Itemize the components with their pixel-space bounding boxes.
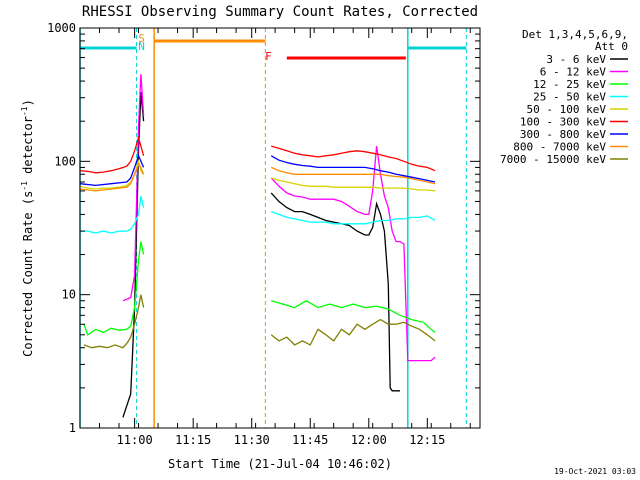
series-line-1 xyxy=(270,146,436,362)
series-line-2 xyxy=(271,300,436,334)
series-line-0 xyxy=(270,192,400,392)
chart-title: RHESSI Observing Summary Count Rates, Co… xyxy=(82,4,478,20)
x-tick-label: 11:00 xyxy=(117,433,153,447)
legend-header: Det 1,3,4,5,6,9, xyxy=(522,28,628,41)
x-tick-label: 12:00 xyxy=(351,433,387,447)
legend-label: 6 - 12 keV xyxy=(540,66,607,79)
y-tick-label: 10 xyxy=(62,288,76,302)
x-tick-label: 11:45 xyxy=(292,433,328,447)
series-line-8 xyxy=(83,294,145,349)
event-label-n: N xyxy=(138,40,145,53)
legend-label: 25 - 50 keV xyxy=(533,91,606,104)
series-line-4 xyxy=(271,177,436,192)
x-tick-label: 11:30 xyxy=(234,433,270,447)
legend-label: 7000 - 15000 keV xyxy=(500,153,606,166)
x-axis-label: Start Time (21-Jul-04 10:46:02) xyxy=(168,457,392,471)
series-line-2 xyxy=(83,241,145,336)
series-line-8 xyxy=(270,318,436,346)
legend-label: 100 - 300 keV xyxy=(520,116,606,129)
event-markers: SN F xyxy=(79,28,467,428)
y-tick-label: 1000 xyxy=(47,21,76,35)
series-line-7 xyxy=(79,162,145,192)
series-line-1 xyxy=(122,74,145,302)
x-tick-label: 12:15 xyxy=(409,433,445,447)
event-label-s: S xyxy=(138,32,145,45)
legend-label: 12 - 25 keV xyxy=(533,78,606,91)
legend-label: 3 - 6 keV xyxy=(546,53,606,66)
legend-label: 300 - 800 keV xyxy=(520,128,606,141)
plot-frame xyxy=(79,27,481,429)
footer-timestamp: 19-Oct-2021 03:03 xyxy=(554,467,636,476)
event-label-f: F xyxy=(265,50,272,63)
series-line-4 xyxy=(79,158,145,190)
legend-label: 50 - 100 keV xyxy=(527,103,607,116)
series-line-5 xyxy=(79,135,145,174)
axes: 1 10 100 1000 11:00 11:15 11:30 11:45 12:00 12:15 xyxy=(47,21,480,447)
series-line-0 xyxy=(122,92,145,418)
series-line-6 xyxy=(270,155,436,183)
x-tick-label: 11:15 xyxy=(175,433,211,447)
y-axis-label: Corrected Count Rate (s-1 detector-1) xyxy=(20,99,35,357)
series-line-3 xyxy=(270,210,436,225)
series-line-7 xyxy=(270,166,436,185)
y-tick-label: 1 xyxy=(69,421,76,435)
legend-header: Att 0 xyxy=(595,40,628,53)
series-line-6 xyxy=(79,153,145,187)
y-tick-label: 100 xyxy=(54,154,76,168)
legend-label: 800 - 7000 keV xyxy=(513,141,606,154)
series-line-3 xyxy=(80,195,145,234)
series-line-5 xyxy=(271,145,436,172)
series-lines xyxy=(79,74,436,418)
